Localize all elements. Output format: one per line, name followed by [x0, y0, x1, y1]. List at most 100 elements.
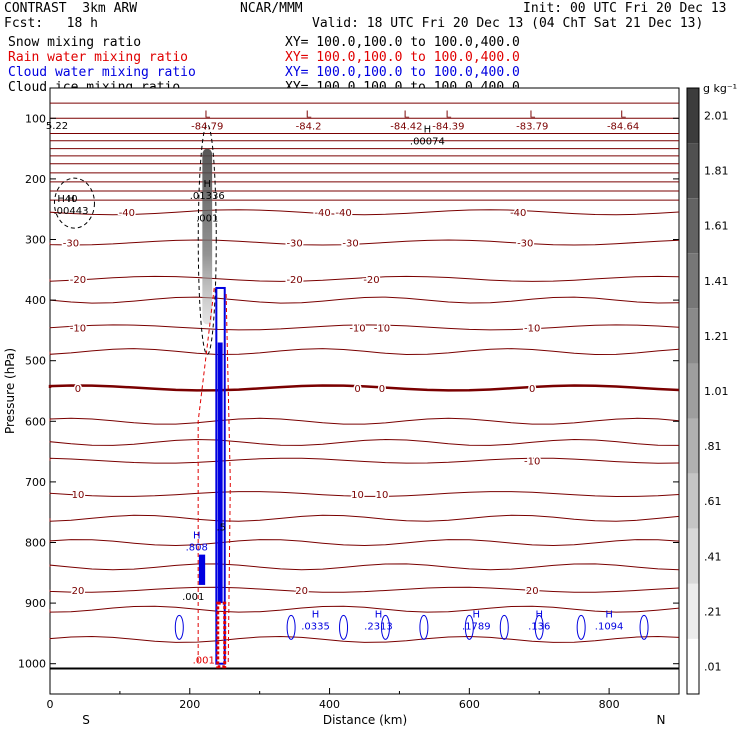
contour-label: H40: [57, 194, 77, 205]
field-rain-name: Rain water mixing ratio: [8, 50, 189, 65]
extremum-type: H: [605, 609, 613, 620]
contour-label: -40: [510, 208, 526, 219]
extremum-value: -84.2: [296, 121, 322, 132]
y-axis-title: Pressure (hPa): [3, 348, 17, 434]
y-tick-label: 1000: [18, 658, 46, 671]
temperature-contour: [49, 586, 680, 593]
extremum-type: H: [312, 609, 320, 620]
extremum-type: H: [203, 179, 211, 190]
colorbar-swatch: [687, 638, 699, 694]
extremum-type: H: [375, 609, 383, 620]
cloud-water-cell: [174, 614, 184, 640]
contour-label: 20: [295, 586, 308, 597]
model-title: CONTRAST 3km ARW: [4, 1, 138, 16]
extremum-value: .808: [186, 543, 208, 554]
extremum-type: L: [404, 109, 410, 120]
temperature-contour: [49, 491, 680, 498]
isotherm-line: [49, 605, 680, 613]
contour-label: -30: [63, 239, 79, 250]
x-tick-label: 600: [459, 698, 480, 711]
y-tick-label: 400: [25, 294, 46, 307]
cloud-water-cell: [286, 614, 296, 640]
colorbar-swatch: [687, 528, 699, 584]
colorbar-swatch: [687, 143, 699, 199]
contour-label: -10: [374, 323, 390, 334]
extremum-value: .1789: [462, 621, 491, 632]
contour-label: -10: [524, 323, 540, 334]
extremum-type: L: [204, 109, 210, 120]
colorbar-swatch: [687, 473, 699, 529]
contour-label: .001: [196, 213, 218, 224]
colorbar-tick-label: .41: [704, 550, 722, 563]
temperature-contour: [49, 209, 680, 216]
cloud-water-cell: [339, 614, 349, 640]
field-snow-xy: XY= 100.0,100.0 to 100.0,400.0: [285, 35, 520, 50]
cloud-water-cell: [639, 614, 649, 640]
contour-label: .5: [216, 522, 226, 533]
extremum-type: L: [306, 109, 312, 120]
field-cloudwater-name: Cloud water mixing ratio: [8, 65, 196, 80]
extremum-value: .01336: [190, 191, 225, 202]
y-tick-label: 100: [25, 112, 46, 125]
temperature-contour: [49, 275, 680, 282]
contour-label: 20: [72, 586, 85, 597]
contour-label: -30: [286, 239, 302, 250]
colorbar-tick-label: .01: [704, 660, 722, 673]
valid-time: Valid: 18 UTC Fri 20 Dec 13 (04 ChT Sat …: [312, 16, 704, 31]
extremum-value: -84.79: [191, 121, 223, 132]
center-label: NCAR/MMM: [240, 1, 303, 16]
extremum-value: .2313: [364, 621, 393, 632]
contour-label: -30: [517, 239, 533, 250]
isotherm-line: [49, 539, 680, 547]
temperature-contour: [49, 239, 680, 246]
contour-label: 20: [526, 586, 539, 597]
contour-label: 10: [72, 490, 85, 501]
cloud-water-cell: [534, 614, 544, 640]
x-axis-title: Distance (km): [323, 713, 407, 727]
extremum-type: H: [473, 609, 481, 620]
y-tick-label: 900: [25, 597, 46, 610]
y-tick-label: 500: [25, 355, 46, 368]
colorbar-tick-label: 2.01: [704, 110, 729, 123]
contour-label: -40: [314, 208, 330, 219]
colorbar-swatch: [687, 308, 699, 364]
isotherm-line: [49, 438, 680, 446]
rain-water-contour: [225, 294, 231, 664]
contour-label: .001: [193, 656, 215, 667]
contour-label: 5.22: [46, 121, 68, 132]
temperature-contour: [48, 384, 680, 392]
extremum-type: L: [446, 109, 452, 120]
extremum-value: -84.42: [390, 121, 422, 132]
field-snow-name: Snow mixing ratio: [8, 35, 142, 50]
extremum-type: L: [620, 109, 626, 120]
contour-label: -10: [524, 457, 540, 468]
cloud-water-cell: [380, 614, 390, 640]
extremum-value: .0335: [301, 621, 330, 632]
contour-label: -20: [363, 275, 379, 286]
end-label-north: N: [657, 713, 666, 727]
isotherm-line: [49, 514, 680, 522]
temperature-contour: [49, 324, 680, 331]
contour-label: 10: [351, 490, 364, 501]
colorbar-swatch: [687, 418, 699, 474]
contour-label: 0: [529, 384, 535, 395]
field-cloudwater-xy: XY= 100.0,100.0 to 100.0,400.0: [285, 65, 520, 80]
isotherm-line: [49, 563, 680, 571]
cloud-water-core: [198, 554, 206, 585]
temperature-contour: [49, 457, 680, 464]
forecast-hour: Fcst: 18 h: [4, 16, 98, 31]
extremum-value: .00443: [53, 206, 88, 217]
cloud-water-cell: [576, 614, 586, 640]
contour-label: -20: [286, 275, 302, 286]
extremum-type: H: [67, 194, 75, 205]
colorbar-swatch: [687, 583, 699, 639]
y-tick-label: 800: [25, 537, 46, 550]
isotherm-line: [49, 417, 680, 425]
extremum-value: -84.39: [432, 121, 464, 132]
cloud-water-core: [217, 342, 223, 604]
extremum-value: .00074: [410, 137, 445, 148]
extremum-value: -83.79: [516, 121, 548, 132]
colorbar-swatch: [687, 198, 699, 254]
colorbar-tick-label: 1.01: [704, 385, 729, 398]
